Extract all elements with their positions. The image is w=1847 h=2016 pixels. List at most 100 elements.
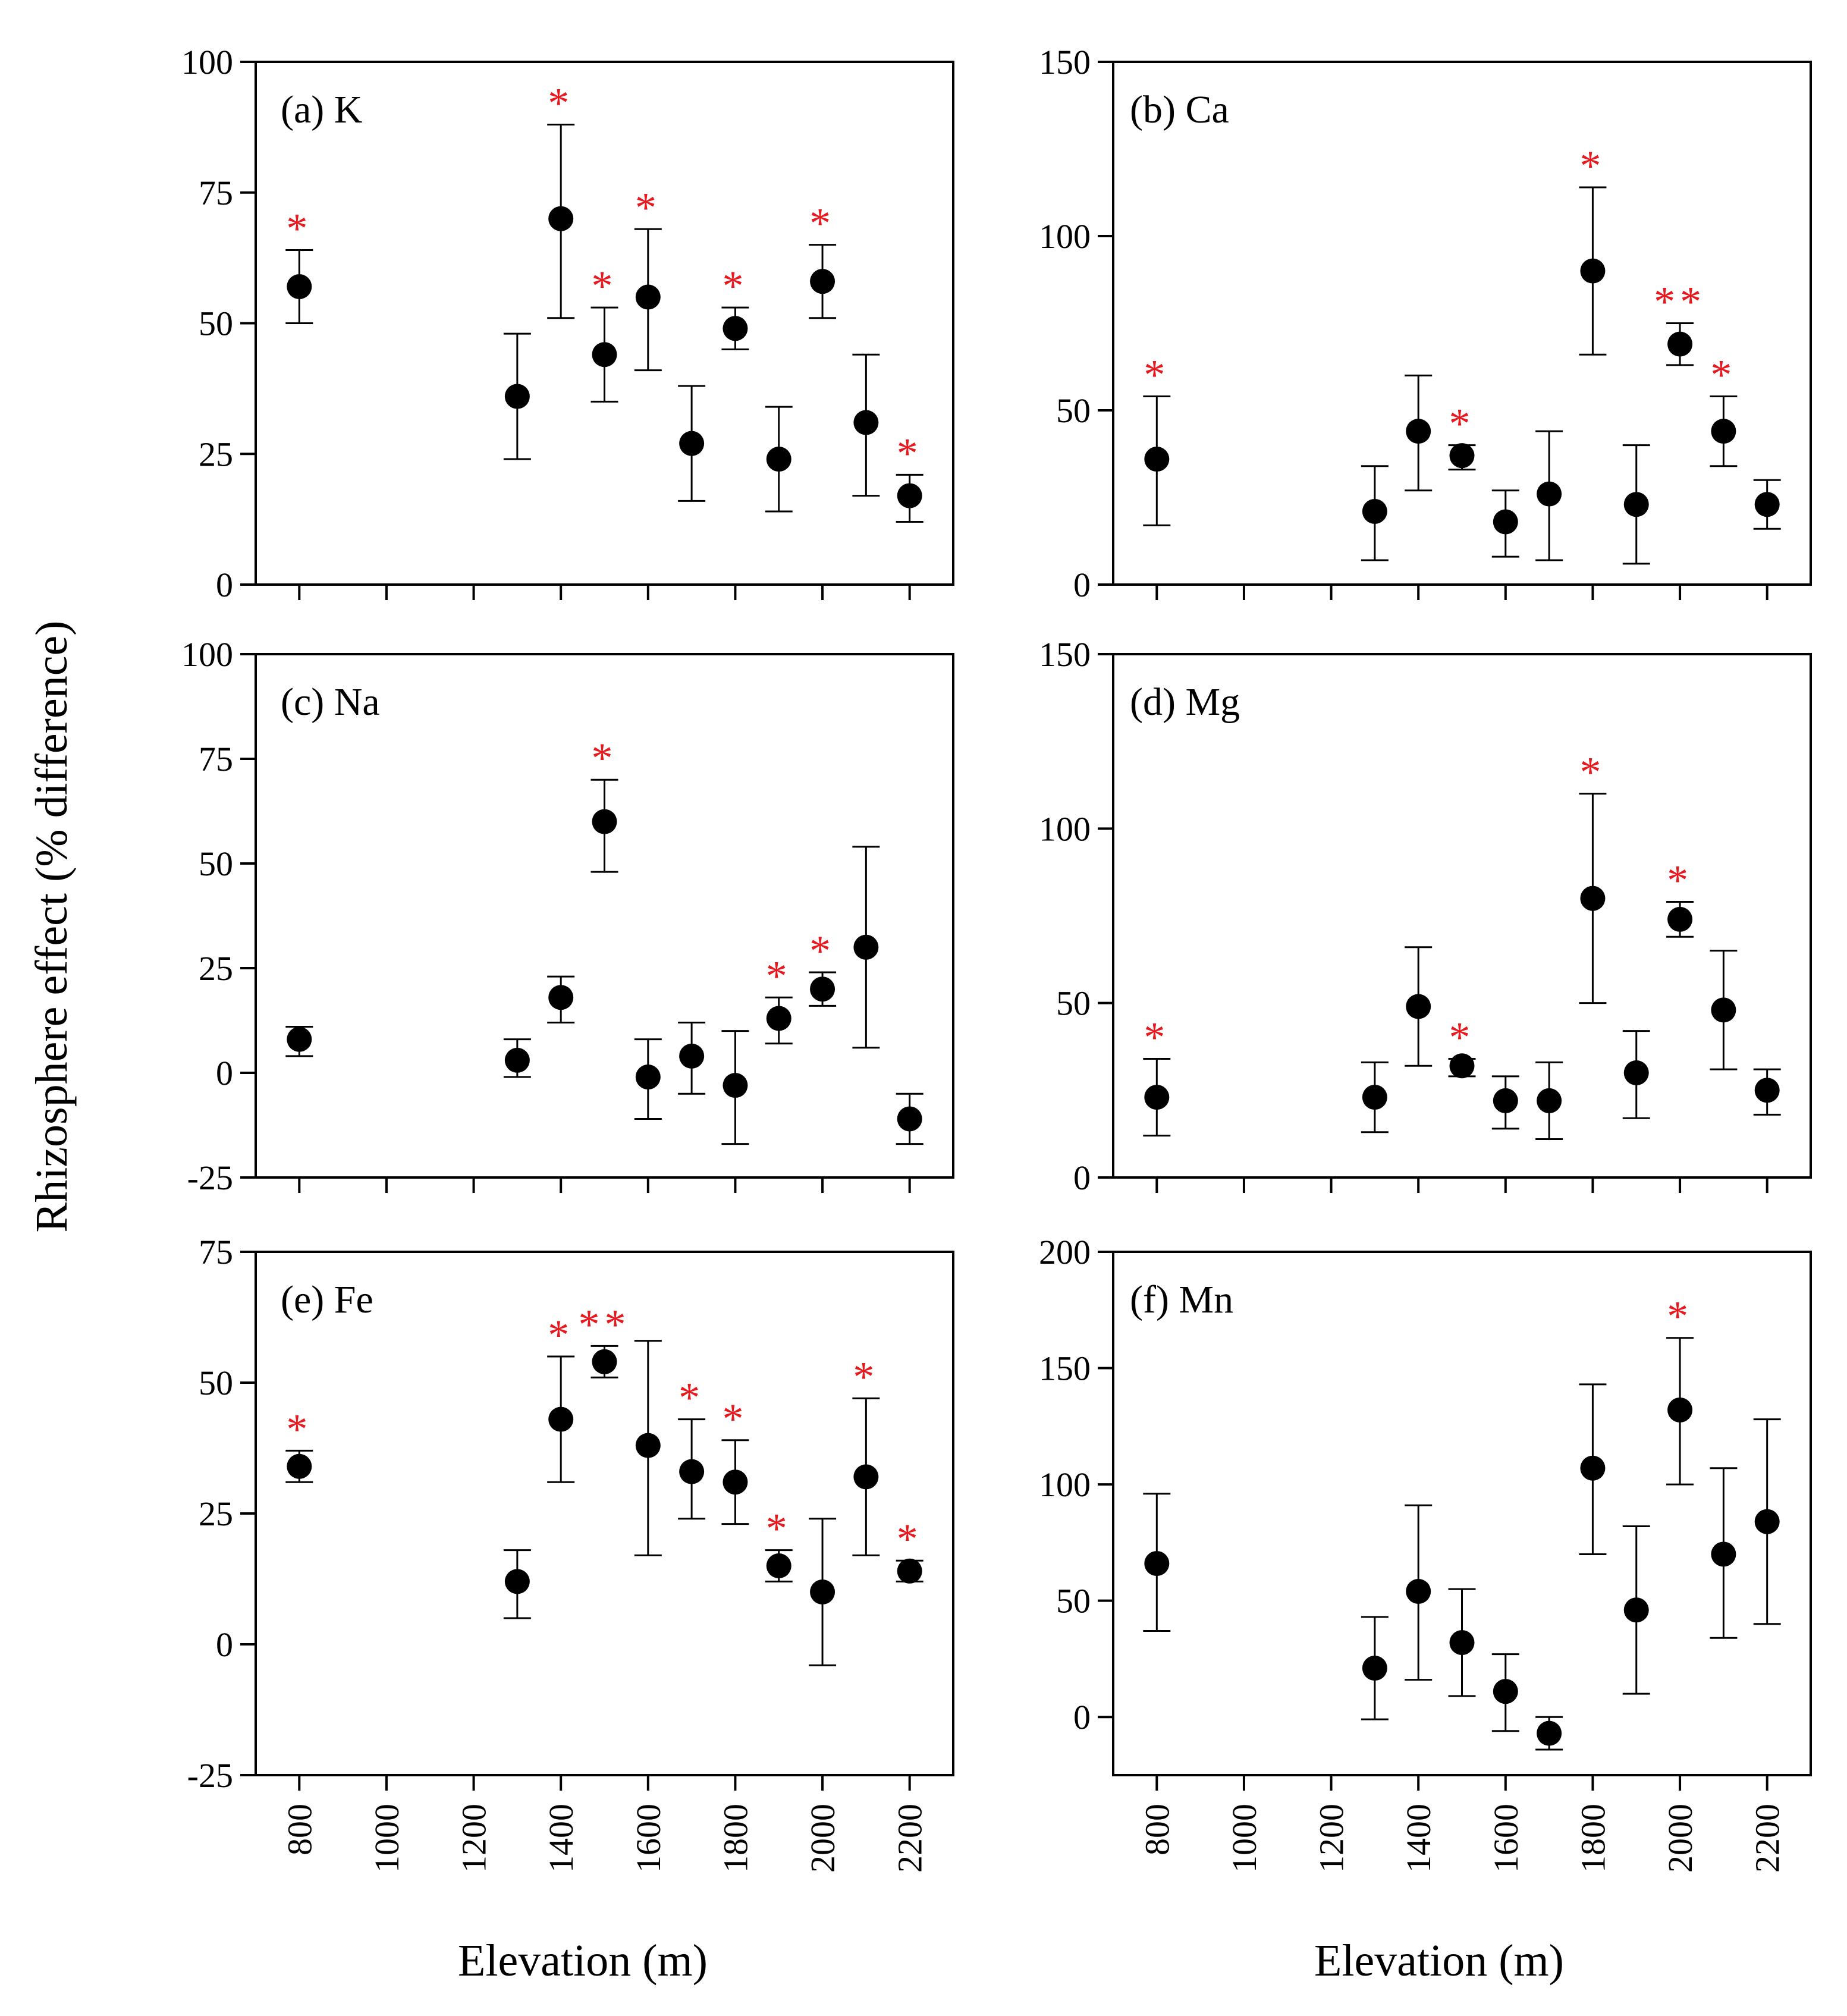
data-point bbox=[1144, 1551, 1170, 1577]
data-point bbox=[1623, 1597, 1649, 1623]
data-point bbox=[810, 1579, 835, 1604]
data-point bbox=[1362, 1656, 1387, 1681]
data-point bbox=[766, 1553, 791, 1578]
significance-mark: * bbox=[766, 952, 792, 1000]
data-point bbox=[504, 384, 530, 409]
panel-a: 0 25 50 75 100 (a) K * * * * * * * bbox=[181, 43, 954, 604]
data-point bbox=[723, 1073, 748, 1098]
x-tick-label: 2200 bbox=[1748, 1804, 1787, 1873]
significance-mark: * bbox=[809, 927, 835, 975]
data-point bbox=[635, 1433, 661, 1458]
y-tick-label: 0 bbox=[216, 1625, 233, 1664]
data-point bbox=[1449, 1630, 1475, 1656]
significance-mark: * bbox=[722, 1395, 748, 1443]
significance-mark: * bbox=[853, 1353, 879, 1400]
y-tick-label: 100 bbox=[1039, 217, 1091, 256]
significance-mark: * bbox=[897, 1515, 923, 1563]
data-point bbox=[1406, 419, 1431, 444]
panel-title: (f) Mn bbox=[1130, 1278, 1233, 1321]
data-point bbox=[1667, 1397, 1693, 1422]
data-point bbox=[504, 1569, 530, 1594]
data-point bbox=[766, 1006, 791, 1031]
data-point bbox=[287, 1026, 312, 1052]
plot-frame bbox=[255, 653, 954, 1179]
data-point bbox=[1711, 419, 1736, 444]
significance-mark: * bbox=[722, 262, 748, 310]
plot-frame bbox=[1112, 61, 1812, 586]
y-tick-label: 0 bbox=[1073, 566, 1091, 604]
panel-title: (b) Ca bbox=[1130, 88, 1229, 131]
y-tick-label: 75 bbox=[199, 174, 233, 212]
data-point bbox=[1711, 997, 1736, 1023]
panel-e: -25 0 25 50 75 800 1000 1200 1400 1600 1800 2000 220… bbox=[187, 1233, 954, 1873]
significance-mark: * bbox=[635, 184, 661, 231]
significance-mark: * bbox=[1667, 1293, 1693, 1340]
panel-title: (c) Na bbox=[281, 680, 380, 724]
significance-mark: * bbox=[1579, 749, 1606, 796]
significance-mark: * bbox=[1710, 351, 1736, 399]
y-tick-label: 25 bbox=[199, 949, 233, 988]
data-point bbox=[766, 447, 791, 472]
y-axis-title: Rhizosphere effect (% difference) bbox=[27, 621, 77, 1233]
significance-mark: ** bbox=[1654, 278, 1706, 326]
data-point bbox=[1406, 994, 1431, 1019]
data-point bbox=[1754, 492, 1780, 517]
y-tick-label: 0 bbox=[1073, 1158, 1091, 1197]
x-tick-label: 1400 bbox=[1399, 1804, 1438, 1873]
significance-mark: * bbox=[548, 79, 574, 127]
data-point bbox=[548, 206, 574, 231]
significance-mark: * bbox=[1449, 1014, 1475, 1062]
y-tick-label: 100 bbox=[1039, 1465, 1091, 1504]
y-tick-label: 0 bbox=[1073, 1698, 1091, 1736]
x-axis-title-left: Elevation (m) bbox=[458, 1936, 708, 1986]
data-point bbox=[1362, 498, 1387, 524]
y-tick-label: 200 bbox=[1039, 1233, 1091, 1271]
significance-mark: * bbox=[592, 734, 618, 782]
significance-mark: * bbox=[809, 200, 835, 247]
x-tick-label: 1200 bbox=[455, 1804, 494, 1873]
y-tick-label: 0 bbox=[216, 566, 233, 604]
y-tick-label: 50 bbox=[199, 844, 233, 883]
data-point bbox=[1623, 492, 1649, 517]
plot-frame bbox=[1112, 1251, 1812, 1776]
data-point bbox=[853, 934, 879, 960]
data-point bbox=[1667, 331, 1693, 357]
data-point bbox=[1537, 481, 1562, 507]
y-tick-label: 75 bbox=[199, 740, 233, 778]
data-point bbox=[679, 431, 705, 456]
data-point bbox=[592, 342, 617, 368]
data-point bbox=[1537, 1088, 1562, 1113]
significance-mark: * bbox=[1579, 142, 1606, 190]
data-point bbox=[592, 1349, 617, 1374]
data-point bbox=[592, 809, 617, 834]
y-tick-label: 50 bbox=[1056, 391, 1091, 430]
y-tick-label: 50 bbox=[199, 304, 233, 343]
data-point bbox=[1580, 1455, 1606, 1481]
data-point bbox=[853, 1464, 879, 1490]
data-point bbox=[679, 1043, 705, 1069]
significance-mark: * bbox=[548, 1311, 574, 1359]
data-point bbox=[1449, 443, 1475, 469]
data-point bbox=[1711, 1541, 1736, 1567]
plot-frame bbox=[1112, 653, 1812, 1179]
significance-mark: * bbox=[592, 262, 618, 310]
panel-title: (d) Mg bbox=[1130, 680, 1240, 724]
y-tick-label: -25 bbox=[187, 1158, 233, 1197]
x-tick-label: 2200 bbox=[891, 1804, 929, 1873]
y-tick-label: 50 bbox=[1056, 1582, 1091, 1621]
data-point bbox=[1623, 1060, 1649, 1085]
y-tick-label: 75 bbox=[199, 1233, 233, 1271]
panel-f: 0 50 100 150 200 800 1000 1200 1400 1600 1800 2000 2… bbox=[1039, 1233, 1812, 1873]
significance-mark: * bbox=[1667, 857, 1693, 905]
x-tick-label: 800 bbox=[280, 1804, 319, 1855]
x-tick-label: 1600 bbox=[629, 1804, 668, 1873]
data-point bbox=[635, 1064, 661, 1090]
data-point bbox=[287, 274, 312, 299]
data-point bbox=[1144, 447, 1170, 472]
data-point bbox=[897, 1106, 922, 1132]
significance-mark: * bbox=[766, 1505, 792, 1553]
data-point bbox=[897, 483, 922, 508]
panel-c: -25 0 25 50 75 100 (c) Na * * * bbox=[181, 635, 954, 1197]
